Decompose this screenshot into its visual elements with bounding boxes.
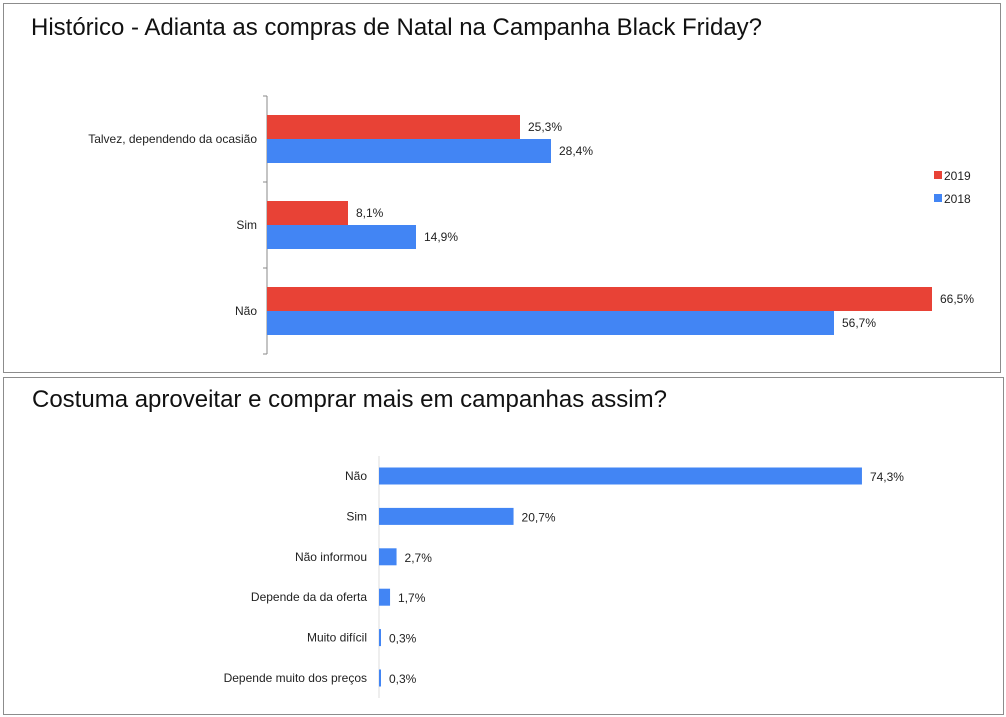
chart-panel-historico: Histórico - Adianta as compras de Natal … [3,3,1001,373]
data-label: 74,3% [870,470,904,484]
bar-2018 [267,225,416,249]
legend-label: 2019 [944,169,971,183]
bar [379,467,862,485]
chart-title: Histórico - Adianta as compras de Natal … [31,14,763,41]
data-label: 2,7% [405,551,433,565]
data-label: 28,4% [559,144,593,158]
bar [379,629,381,647]
bar [379,507,514,525]
chart-panel-costuma: Costuma aproveitar e comprar mais em cam… [3,377,1004,715]
data-label: 20,7% [522,510,556,524]
chart-historico: Talvez, dependendo da ocasião 25,3% 28,4% S… [88,95,974,355]
category-label: Sim [346,509,367,523]
data-label: 14,9% [424,230,458,244]
category-label: Talvez, dependendo da ocasião [88,132,257,146]
data-label: 8,1% [356,206,384,220]
legend-label: 2018 [944,192,971,206]
data-label: 0,3% [389,672,417,686]
category-label: Não [345,469,367,483]
bar-2019 [267,201,348,225]
data-label: 56,7% [842,316,876,330]
category-label: Depende muito dos preços [224,671,367,685]
data-label: 0,3% [389,632,417,646]
data-label: 66,5% [940,292,974,306]
legend-swatch-2018 [934,194,942,202]
bar-2019 [267,287,932,311]
bar [379,669,381,687]
category-label: Depende da da oferta [251,590,367,604]
category-label: Sim [236,218,257,232]
bar-2018 [267,139,551,163]
bar-2018 [267,311,834,335]
bar-2019 [267,115,520,139]
data-label: 25,3% [528,120,562,134]
chart-title: Costuma aproveitar e comprar mais em cam… [32,386,667,413]
data-label: 1,7% [398,591,426,605]
category-label: Muito difícil [307,631,367,645]
category-label: Não informou [295,550,367,564]
chart-costuma: Não 74,3% Sim 20,7% Não informou 2,7% Depende … [224,456,904,698]
bar [379,588,391,606]
bar [379,548,397,566]
legend-swatch-2019 [934,171,942,179]
category-label: Não [235,304,257,318]
